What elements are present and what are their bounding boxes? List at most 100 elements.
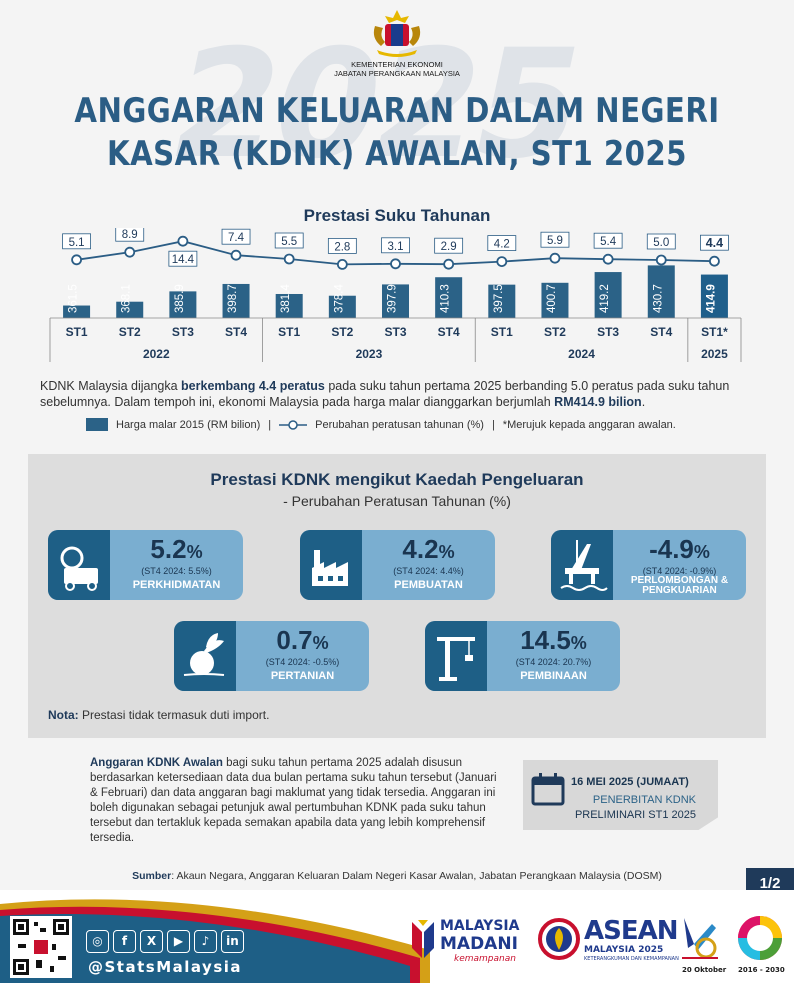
services-icon <box>48 530 110 600</box>
growth-point <box>336 259 348 270</box>
source-text: : Akaun Negara, Anggaran Keluaran Dalam … <box>171 870 662 882</box>
bar-value-label: 398.7 <box>227 284 239 313</box>
quarter-label: ST4 <box>650 325 672 339</box>
card-label: PERTANIAN <box>270 670 335 682</box>
ministry-line2: JABATAN PERANGKAAN MALAYSIA <box>334 69 460 78</box>
quarter-label: ST2 <box>331 325 353 339</box>
growth-value-label: 4.4 <box>706 236 723 250</box>
growth-point <box>602 253 614 265</box>
growth-value-label: 5.0 <box>653 237 669 249</box>
linkedin-icon[interactable]: in <box>221 930 244 953</box>
qr-code-icon[interactable] <box>10 916 72 978</box>
calendar-icon <box>531 773 565 806</box>
growth-label-box <box>62 233 91 250</box>
growth-point <box>177 235 189 247</box>
page-title: ANGGARAN KELUARAN DALAM NEGERI KASAR (KD… <box>56 90 739 176</box>
quarterly-chart: 361.5 368.1 385.9 398.7 381.4 378.4 397.9 410.3… <box>49 228 742 362</box>
ministry-line1: KEMENTERIAN EKONOMI <box>351 60 443 69</box>
coat-of-arms-icon <box>365 8 429 60</box>
card-label: PEMBINAAN <box>520 670 587 682</box>
growth-label-box <box>327 237 357 254</box>
growth-label-box <box>381 237 410 254</box>
growth-label-box <box>487 235 517 251</box>
growth-value-label: 14.4 <box>172 254 195 266</box>
card-construction: 14.5% (ST4 2024: 20.7%) PEMBINAAN <box>425 621 620 691</box>
quarter-label: ST3 <box>384 325 406 339</box>
card-mining: -4.9% (ST4 2024: -0.9%) PERLOMBONGAN & P… <box>551 530 746 600</box>
bar-value-label: 410.3 <box>440 284 452 313</box>
card-value: 0.7% <box>276 625 329 655</box>
header: KEMENTERIAN EKONOMI JABATAN PERANGKAAN M… <box>0 8 794 78</box>
card-manufacturing: 4.2% (ST4 2024: 4.4%) PEMBUATAN <box>300 530 495 600</box>
publication-date: 16 MEI 2025 (JUMAAT) <box>571 776 689 788</box>
youtube-icon[interactable]: ▶ <box>167 930 190 953</box>
bar-value-label: 414.9 <box>705 284 717 313</box>
madani-line2: MADANI <box>440 934 518 954</box>
quarter-label: ST1 <box>278 325 300 339</box>
asean-line2: MALAYSIA 2025 <box>584 945 664 955</box>
quarter-label: ST2 <box>544 325 566 339</box>
bar <box>435 277 463 318</box>
description: KDNK Malaysia dijangka berkembang 4.4 pe… <box>40 378 758 410</box>
card-agriculture: 0.7% (ST4 2024: -0.5%) PERTANIAN <box>174 621 369 691</box>
growth-label-box <box>221 228 251 245</box>
social-icons: ◎ f X ▶ ♪ in <box>86 930 244 953</box>
growth-point <box>71 254 82 266</box>
bar-value-label: 368.1 <box>121 284 133 313</box>
year-label: 2023 <box>356 347 383 361</box>
growth-point <box>283 253 295 265</box>
legend-separator: | <box>268 418 272 431</box>
bar <box>700 274 728 318</box>
bar <box>275 293 303 318</box>
growth-label-box <box>274 232 304 249</box>
x-icon[interactable]: X <box>140 930 163 953</box>
desc-part1: KDNK Malaysia dijangka <box>40 379 182 393</box>
card-compare: (ST4 2024: 4.4%) <box>393 566 464 576</box>
tiktok-icon[interactable]: ♪ <box>194 930 217 953</box>
source-label: Sumber <box>132 870 172 882</box>
desc-part2: pada suku tahun pertama 2025 berbanding … <box>40 379 730 409</box>
bar <box>169 291 197 318</box>
expenditure-subtitle: - Perubahan Peratusan Tahunan (%) <box>283 493 511 509</box>
growth-label-box <box>646 233 676 250</box>
source-note: Sumber: Akaun Negara, Anggaran Keluaran … <box>0 870 794 882</box>
instagram-icon[interactable]: ◎ <box>86 930 109 953</box>
stats-day-icon <box>682 918 718 959</box>
card-services: 5.2% (ST4 2024: 5.5%) PERKHIDMATAN <box>48 530 243 600</box>
title-line1: ANGGARAN KELUARAN DALAM NEGERI <box>74 91 720 131</box>
card-label: PEMBUATAN <box>394 579 463 591</box>
note-text: Prestasi tidak termasuk duti import. <box>78 708 270 722</box>
growth-label-box <box>434 237 464 254</box>
methodology-body: bagi suku tahun pertama 2025 adalah disu… <box>90 757 497 844</box>
methodology-text: Anggaran KDNK Awalan bagi suku tahun per… <box>90 756 502 846</box>
growth-point <box>390 258 401 270</box>
facebook-icon[interactable]: f <box>113 930 136 953</box>
quarter-label: ST3 <box>172 325 194 339</box>
publication-line1: PENERBITAN KDNK <box>592 794 696 806</box>
growth-point <box>655 254 667 266</box>
quarter-label: ST1 <box>491 325 513 339</box>
desc-bold1: berkembang 4.4 peratus <box>181 379 325 393</box>
year-label: 2024 <box>568 347 595 361</box>
chart-title: Prestasi Suku Tahunan <box>303 206 491 225</box>
bar <box>382 284 409 318</box>
card-label: PERKHIDMATAN <box>132 579 221 591</box>
growth-value-label: 7.4 <box>228 232 245 244</box>
quarter-label: ST3 <box>597 325 619 339</box>
card-value: 5.2% <box>150 534 203 564</box>
growth-label-box <box>168 250 198 267</box>
card-compare: (ST4 2024: -0.5%) <box>265 657 340 667</box>
quarter-label: ST1* <box>701 325 728 339</box>
bar-value-label: 400.7 <box>546 284 558 313</box>
bar <box>488 284 516 318</box>
quarter-label: ST4 <box>438 325 460 339</box>
social-handle[interactable]: @StatsMalaysia <box>88 958 243 976</box>
bar-value-label: 385.9 <box>174 284 186 313</box>
card-compare: (ST4 2024: 20.7%) <box>515 657 592 667</box>
publication-line2: PRELIMINARI ST1 2025 <box>574 809 696 821</box>
madani-line1: MALAYSIA <box>440 918 520 934</box>
bar <box>647 265 675 318</box>
growth-value-label: 5.1 <box>69 237 85 249</box>
bar <box>594 272 622 318</box>
legend-note: *Merujuk kepada anggaran awalan. <box>502 418 676 431</box>
